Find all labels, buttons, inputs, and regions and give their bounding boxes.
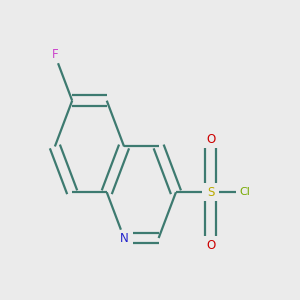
Text: O: O — [206, 133, 215, 146]
Text: Cl: Cl — [240, 187, 250, 197]
Text: F: F — [52, 48, 58, 62]
Text: N: N — [120, 232, 128, 244]
Text: S: S — [207, 186, 214, 199]
Text: O: O — [206, 238, 215, 252]
